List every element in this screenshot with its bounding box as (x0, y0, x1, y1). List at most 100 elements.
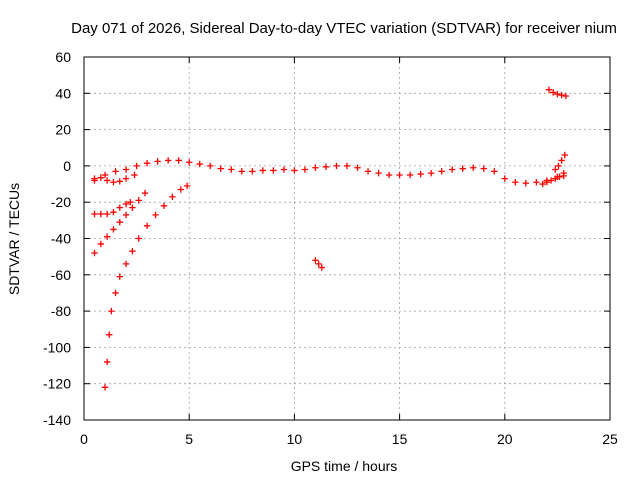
y-tick-label: -140 (43, 412, 71, 428)
data-point (129, 248, 136, 255)
data-point (533, 179, 540, 186)
data-point (160, 202, 168, 210)
data-point (560, 172, 567, 180)
data-point (103, 233, 111, 240)
data-point (112, 168, 119, 175)
data-point (312, 257, 319, 264)
data-point (122, 260, 130, 268)
y-tick-label: 0 (63, 158, 71, 174)
data-point (343, 162, 351, 170)
data-point (301, 166, 309, 173)
data-point (238, 168, 245, 175)
data-point (333, 162, 340, 170)
data-point (228, 166, 235, 173)
x-tick-label: 5 (185, 431, 193, 447)
series-high-22h (545, 86, 570, 100)
data-point (116, 204, 123, 211)
data-point (129, 204, 136, 211)
data-point (545, 86, 553, 93)
y-axis-label: SDTVAR / TECUs (6, 183, 22, 295)
data-point (501, 175, 508, 182)
plot-frame (83, 56, 611, 421)
data-point (103, 210, 111, 218)
y-tick-label: -80 (51, 303, 71, 319)
data-point (449, 166, 456, 173)
data-point (207, 162, 214, 170)
data-point (554, 91, 561, 98)
data-point (141, 189, 149, 197)
data-point (101, 171, 109, 179)
y-axis: -140 -120 -100 -80 -60 -40 -20 0 20 40 60 (43, 49, 610, 428)
data-point (110, 226, 117, 233)
y-tick-label: 40 (55, 85, 71, 101)
data-point (143, 159, 151, 167)
data-point (480, 165, 487, 172)
data-point (110, 208, 117, 216)
x-tick-label: 10 (287, 431, 303, 447)
data-point (97, 210, 105, 218)
series-plateau-minus-26 (91, 199, 134, 218)
data-point (127, 199, 134, 206)
y-tick-label: 60 (55, 49, 71, 65)
data-point (562, 92, 570, 100)
series-isolated-11h (312, 257, 325, 271)
data-point (169, 193, 176, 200)
data-point (375, 169, 382, 177)
x-axis-label: GPS time / hours (291, 458, 398, 474)
data-point (106, 331, 113, 338)
series-rise-from-minus-48 (91, 189, 149, 257)
data-point (91, 249, 98, 257)
data-point (539, 180, 546, 188)
data-point (122, 200, 130, 208)
data-point (196, 160, 203, 168)
data-point (318, 264, 325, 271)
data-point (131, 171, 138, 179)
data-point (396, 171, 403, 179)
data-point (522, 179, 530, 187)
series-loop-start (91, 171, 138, 186)
data-point (97, 174, 105, 181)
data-point (122, 211, 130, 219)
data-point (543, 179, 551, 186)
data-point (175, 157, 182, 164)
data-point (101, 384, 109, 391)
series-end-tail (539, 172, 567, 188)
data-point (122, 166, 130, 173)
series-end-rise (552, 151, 568, 173)
x-tick-label: 20 (497, 431, 513, 447)
y-tick-label: 20 (55, 122, 71, 138)
data-point (164, 157, 172, 164)
data-point (549, 89, 557, 96)
data-point (470, 164, 477, 171)
data-point (112, 289, 119, 297)
x-tick-label: 25 (602, 431, 618, 447)
data-marks (91, 86, 570, 391)
data-point (183, 182, 191, 190)
y-tick-label: -60 (51, 267, 71, 283)
data-point (259, 167, 267, 174)
data-point (143, 222, 151, 229)
data-point (547, 177, 555, 184)
data-point (152, 211, 159, 219)
y-tick-label: -40 (51, 231, 71, 247)
y-tick-label: -100 (43, 339, 71, 355)
data-point (97, 240, 105, 248)
chart-title: Day 071 of 2026, Sidereal Day-to-day VTE… (71, 20, 617, 37)
data-point (385, 171, 393, 179)
data-point (91, 177, 98, 184)
grid-lines (84, 57, 610, 420)
data-point (135, 235, 142, 242)
data-point (116, 273, 123, 280)
data-point (491, 168, 498, 175)
data-point (312, 164, 319, 171)
data-point (154, 158, 161, 165)
data-point (116, 178, 123, 185)
data-point (110, 179, 117, 186)
data-point (116, 218, 123, 226)
data-point (558, 91, 565, 99)
data-point (122, 175, 130, 182)
data-point (364, 168, 372, 175)
y-tick-label: -20 (51, 194, 71, 210)
data-point (280, 166, 288, 173)
